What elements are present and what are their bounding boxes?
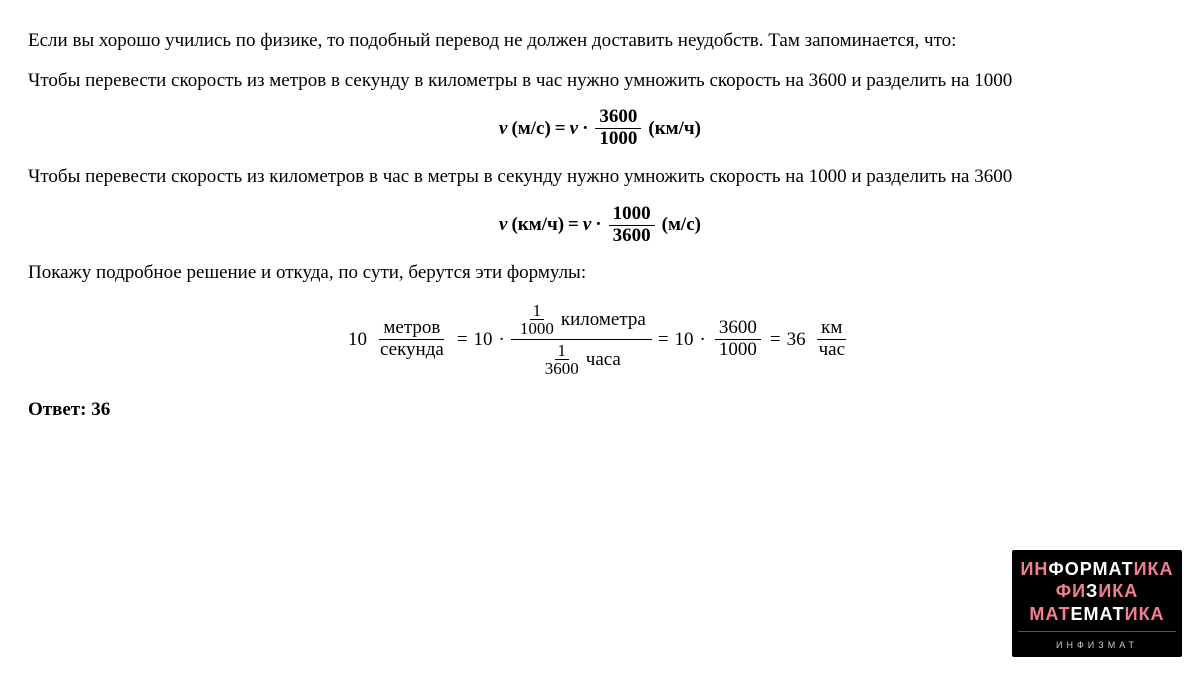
formula-mps-to-kmh: v (м/с) = v · 3600 1000 (км/ч) xyxy=(28,107,1172,150)
fraction-3600-1000: 3600 1000 xyxy=(715,318,761,361)
logo-divider: ИНФИЗМАТ xyxy=(1018,631,1176,653)
logo-part: ИКА xyxy=(1125,604,1165,624)
unit-kmh: (км/ч) xyxy=(511,214,564,236)
one: 1 xyxy=(555,342,570,360)
logo-line-fizika: ФИЗИКА xyxy=(1018,580,1176,603)
hour-label: часа xyxy=(586,350,621,370)
logo-part: ЕМАТ xyxy=(1071,604,1125,624)
logo-part: ИКА xyxy=(1098,581,1138,601)
kilometer-label: километра xyxy=(561,310,646,330)
km-label: км xyxy=(817,318,846,340)
fraction-3600-1000: 3600 1000 xyxy=(595,107,641,150)
equals: = xyxy=(457,329,468,351)
var-v: v xyxy=(499,214,507,236)
denominator: 1000 xyxy=(595,129,641,150)
equals: = xyxy=(568,214,579,236)
one: 1 xyxy=(530,302,545,320)
logo-part: ФИ xyxy=(1056,581,1086,601)
logo-line-matematika: МАТЕМАТИКА xyxy=(1018,603,1176,626)
unit-kmh: (км/ч) xyxy=(648,118,701,140)
var-v: v xyxy=(499,118,507,140)
dot: · xyxy=(499,329,505,351)
answer-label: Ответ: xyxy=(28,399,91,420)
answer-value: 36 xyxy=(91,399,110,420)
logo-part: ИН xyxy=(1020,559,1048,579)
unit-mps: (м/с) xyxy=(511,118,550,140)
logo-part: МАТ xyxy=(1029,604,1070,624)
var-v: v xyxy=(570,118,578,140)
dot: · xyxy=(700,329,706,351)
brand-logo: ИНФОРМАТИКА ФИЗИКА МАТЕМАТИКА ИНФИЗМАТ xyxy=(1012,550,1182,658)
equals: = xyxy=(555,118,566,140)
numerator: 3600 xyxy=(715,318,761,340)
ten: 10 xyxy=(474,329,493,351)
n3600: 3600 xyxy=(542,360,582,377)
logo-part: З xyxy=(1086,581,1098,601)
dot: · xyxy=(582,118,588,140)
logo-part: ИКА xyxy=(1134,559,1174,579)
numerator-meters: метров xyxy=(379,318,444,340)
fraction-1-3600: 1 3600 xyxy=(542,342,582,377)
denominator: 1000 xyxy=(715,340,761,361)
nested-fraction: 1 1000 километра 1 3600 часа xyxy=(511,300,652,379)
fraction-1000-3600: 1000 3600 xyxy=(609,204,655,247)
formula-kmh-to-mps: v (км/ч) = v · 1000 3600 (м/с) xyxy=(28,204,1172,247)
fraction-1-1000: 1 1000 xyxy=(517,302,557,337)
intro-paragraph: Если вы хорошо учились по физике, то под… xyxy=(28,28,1172,54)
fraction-m-s: метров секунда xyxy=(376,318,448,361)
logo-part: ФОРМАТ xyxy=(1048,559,1133,579)
var-v: v xyxy=(583,214,591,236)
equals: = xyxy=(770,329,781,351)
ten: 10 xyxy=(675,329,694,351)
denominator-second: секунда xyxy=(376,340,448,361)
dot: · xyxy=(595,214,601,236)
chas-label: час xyxy=(815,340,849,361)
ten: 10 xyxy=(348,329,367,351)
unit-mps: (м/с) xyxy=(662,214,701,236)
answer-line: Ответ: 36 xyxy=(28,399,1172,421)
result-36: 36 xyxy=(787,329,806,351)
formula-derivation: 10 метров секунда = 10 · 1 1000 километр… xyxy=(28,300,1172,379)
rule-mps-to-kmh: Чтобы перевести скорость из метров в сек… xyxy=(28,68,1172,94)
thousand: 1000 xyxy=(517,320,557,337)
logo-subtitle: ИНФИЗМАТ xyxy=(1056,640,1138,650)
rule-kmh-to-mps: Чтобы перевести скорость из километров в… xyxy=(28,164,1172,190)
numerator: 1000 xyxy=(609,204,655,226)
numerator: 3600 xyxy=(595,107,641,129)
fraction-km-chas: км час xyxy=(815,318,849,361)
denominator: 3600 xyxy=(609,226,655,247)
derivation-intro: Покажу подробное решение и откуда, по су… xyxy=(28,260,1172,286)
logo-line-informatika: ИНФОРМАТИКА xyxy=(1018,558,1176,581)
equals: = xyxy=(658,329,669,351)
